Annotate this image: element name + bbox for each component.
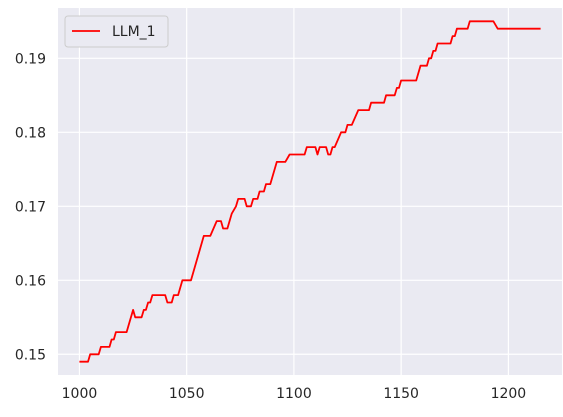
series-line-llm-1 <box>79 20 541 363</box>
y-tick-label: 0.15 <box>15 347 46 363</box>
legend-box <box>64 15 169 48</box>
y-tick-label: 0.17 <box>15 199 46 215</box>
y-tick-label: 0.19 <box>15 51 46 67</box>
x-tick-label: 1150 <box>383 386 419 402</box>
legend-label-llm-1: LLM_1 <box>112 24 156 40</box>
x-tick-label: 1200 <box>491 386 527 402</box>
gridlines <box>58 8 562 375</box>
x-axis-tick-labels: 1000 1050 1100 1150 1200 <box>62 386 527 402</box>
x-tick-label: 1100 <box>276 386 312 402</box>
x-tick-label: 1000 <box>62 386 98 402</box>
y-tick-label: 0.16 <box>15 273 46 289</box>
y-axis-tick-labels: 0.15 0.16 0.17 0.18 0.19 <box>15 51 46 363</box>
series-group <box>79 20 541 363</box>
legend: LLM_1 <box>64 15 169 48</box>
x-tick-label: 1050 <box>169 386 205 402</box>
y-tick-label: 0.18 <box>15 125 46 141</box>
plot-background <box>58 8 562 375</box>
